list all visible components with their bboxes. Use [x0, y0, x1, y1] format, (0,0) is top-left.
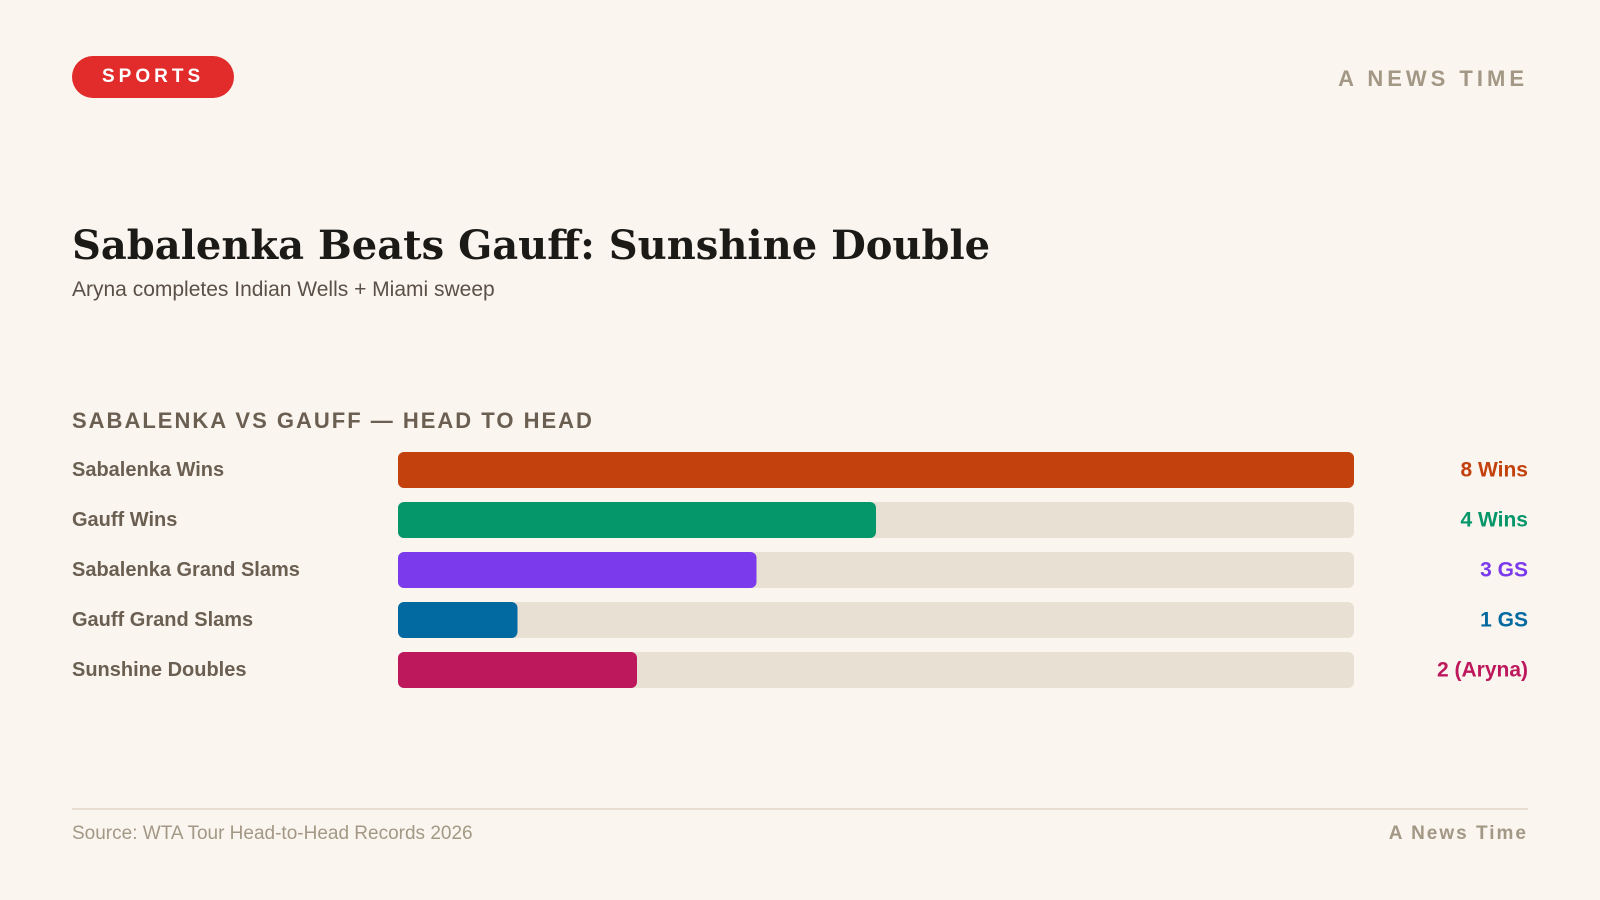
bar-value-gauff-grand-slams: 1 GS: [1480, 609, 1528, 632]
bar-sabalenka-grand-slams: [398, 552, 757, 588]
bar-label-sunshine-doubles: Sunshine Doubles: [72, 659, 246, 681]
bar-label-sabalenka-wins: Sabalenka Wins: [72, 459, 224, 481]
bar-gauff-wins: [398, 502, 876, 538]
chart-title: SABALENKA VS GAUFF — HEAD TO HEAD: [72, 408, 594, 433]
bar-track-gauff-grand-slams: [398, 602, 1354, 638]
brand-name: A NEWS TIME: [1338, 66, 1528, 91]
footer-divider: [72, 808, 1528, 810]
bar-gauff-grand-slams: [398, 602, 518, 638]
bar-value-sabalenka-grand-slams: 3 GS: [1480, 559, 1528, 582]
bar-label-gauff-wins: Gauff Wins: [72, 509, 177, 531]
bar-value-sunshine-doubles: 2 (Aryna): [1437, 659, 1528, 682]
bar-value-gauff-wins: 4 Wins: [1461, 509, 1529, 532]
bar-label-sabalenka-grand-slams: Sabalenka Grand Slams: [72, 559, 300, 581]
bar-value-sabalenka-wins: 8 Wins: [1461, 459, 1529, 482]
bar-sunshine-doubles: [398, 652, 637, 688]
source-note: Source: WTA Tour Head-to-Head Records 20…: [72, 823, 473, 844]
bar-label-gauff-grand-slams: Gauff Grand Slams: [72, 609, 253, 631]
category-badge: SPORTS: [72, 56, 235, 98]
headline-title: Sabalenka Beats Gauff: Sunshine Double: [72, 222, 991, 269]
footer-brand: A News Time: [1388, 823, 1528, 844]
bar-sabalenka-wins: [398, 452, 1354, 488]
headline-subtitle: Aryna completes Indian Wells + Miami swe…: [72, 278, 495, 301]
